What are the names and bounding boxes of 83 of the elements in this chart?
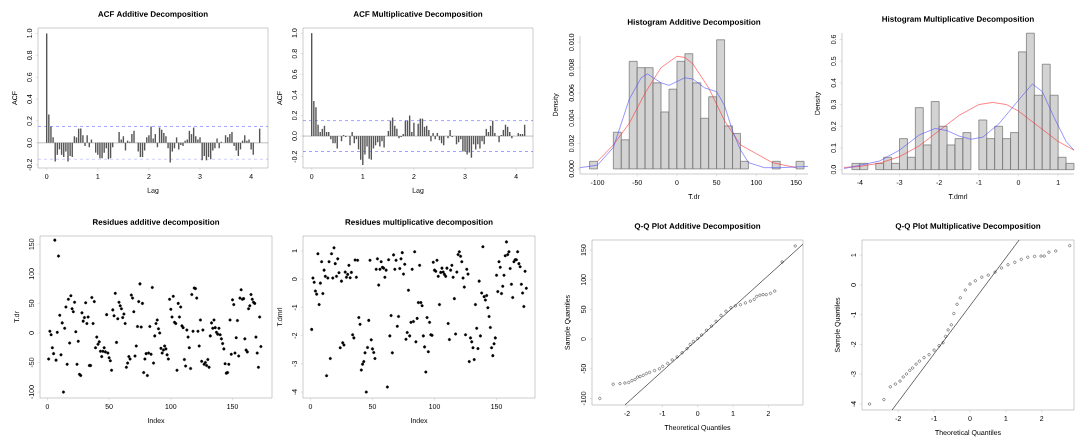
point bbox=[868, 402, 872, 406]
point bbox=[893, 382, 897, 386]
point bbox=[937, 344, 941, 348]
point bbox=[973, 279, 977, 283]
point bbox=[611, 382, 615, 386]
point bbox=[764, 293, 768, 297]
point bbox=[738, 303, 742, 307]
point bbox=[773, 289, 777, 293]
point bbox=[761, 293, 765, 297]
point bbox=[1000, 266, 1004, 270]
chart-title: Histogram Additive Decomposition bbox=[627, 19, 761, 27]
point bbox=[691, 340, 695, 344]
point bbox=[1054, 249, 1058, 253]
point bbox=[980, 275, 984, 279]
chart-title: Histogram Multiplicative Decomposition bbox=[882, 16, 1034, 24]
point bbox=[724, 309, 728, 313]
point bbox=[1033, 255, 1037, 259]
point bbox=[922, 356, 926, 360]
point bbox=[1019, 258, 1023, 262]
point bbox=[917, 359, 921, 363]
point bbox=[670, 358, 674, 362]
chart-title: Q-Q Plot Additive Decomposition bbox=[634, 223, 761, 231]
point bbox=[653, 369, 657, 373]
point bbox=[748, 299, 752, 303]
point bbox=[1042, 254, 1046, 258]
chart-title: Residues additive decomposition bbox=[92, 219, 220, 227]
point bbox=[630, 379, 634, 383]
point bbox=[952, 312, 956, 316]
point bbox=[1006, 263, 1010, 267]
point bbox=[958, 296, 962, 300]
point bbox=[780, 260, 784, 264]
point bbox=[623, 381, 627, 385]
point bbox=[944, 335, 948, 339]
point bbox=[734, 304, 737, 308]
point bbox=[666, 362, 670, 366]
point bbox=[904, 372, 908, 376]
point bbox=[714, 320, 718, 324]
point bbox=[993, 270, 997, 274]
point bbox=[658, 367, 662, 371]
point bbox=[963, 288, 967, 292]
point bbox=[1047, 250, 1051, 254]
point bbox=[1068, 244, 1072, 248]
point bbox=[709, 324, 713, 328]
point bbox=[729, 306, 733, 310]
point bbox=[941, 341, 945, 345]
point bbox=[949, 323, 953, 327]
point bbox=[768, 292, 772, 296]
chart-title: Residues multiplicative decomposition bbox=[345, 219, 493, 227]
point bbox=[598, 397, 602, 401]
point bbox=[968, 282, 972, 286]
point bbox=[1039, 254, 1043, 258]
point bbox=[946, 328, 950, 332]
line-series bbox=[579, 73, 809, 169]
point bbox=[627, 381, 631, 385]
point bbox=[685, 347, 689, 351]
point bbox=[1013, 261, 1017, 265]
point bbox=[696, 337, 700, 341]
point bbox=[888, 385, 892, 389]
chart-title: ACF Additive Decomposition bbox=[98, 11, 208, 19]
chart-title: Q-Q Plot Multiplicative Decomposition bbox=[895, 223, 1041, 231]
point bbox=[648, 371, 652, 375]
point bbox=[700, 333, 704, 337]
point bbox=[680, 351, 684, 355]
point bbox=[675, 355, 679, 359]
point bbox=[927, 353, 931, 357]
point bbox=[755, 295, 759, 299]
point bbox=[901, 375, 905, 379]
line-series bbox=[843, 83, 1075, 170]
point bbox=[898, 379, 902, 383]
point bbox=[1026, 255, 1030, 259]
chart-title: ACF Multiplicative Decomposition bbox=[353, 11, 483, 19]
point bbox=[793, 244, 797, 248]
point bbox=[743, 301, 747, 305]
point bbox=[986, 273, 990, 277]
point bbox=[719, 314, 723, 318]
point bbox=[908, 369, 912, 373]
point bbox=[633, 378, 637, 382]
point bbox=[644, 372, 648, 376]
point bbox=[705, 328, 709, 332]
point bbox=[618, 382, 622, 386]
point bbox=[932, 348, 936, 352]
point bbox=[882, 398, 886, 402]
point bbox=[955, 303, 959, 306]
